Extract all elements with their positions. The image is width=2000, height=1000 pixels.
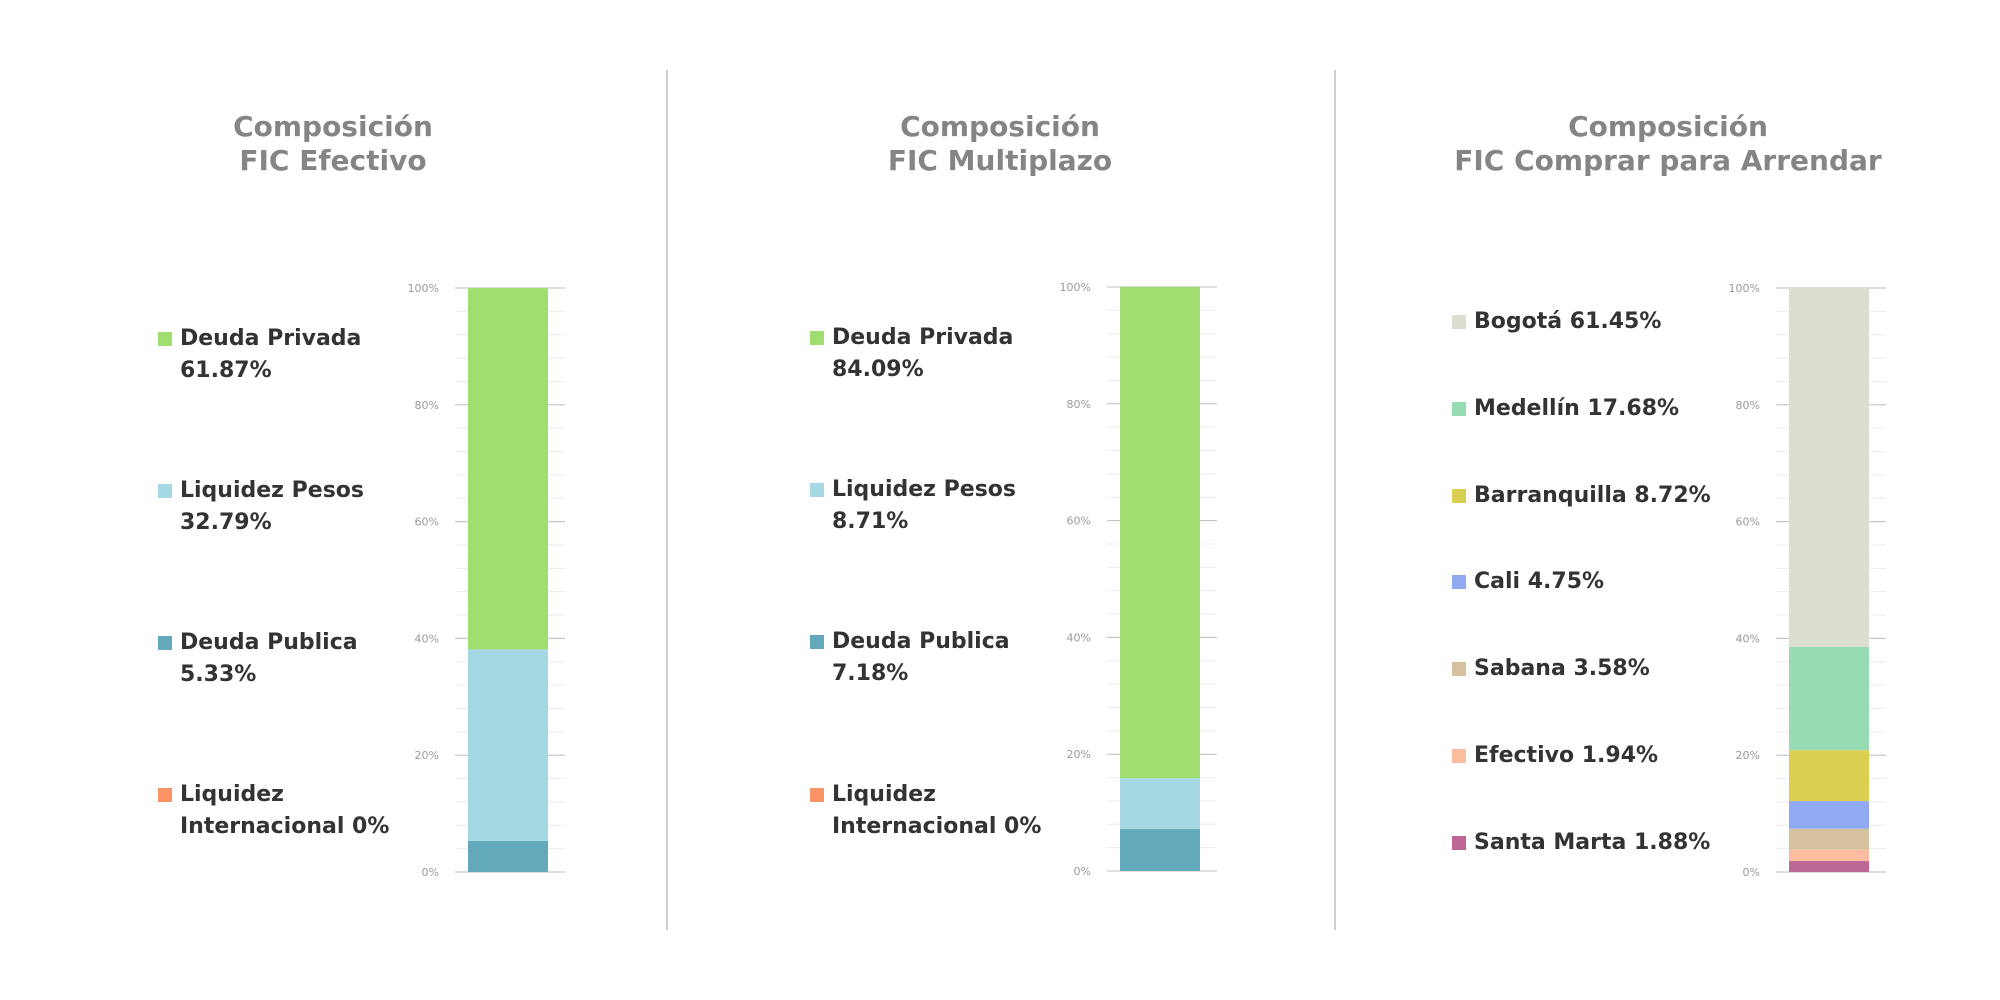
legend-label: Sabana 3.58%: [1474, 656, 1650, 681]
legend-label: Cali 4.75%: [1474, 569, 1605, 594]
legend-value: 7.18%: [832, 661, 909, 686]
panel-fic-efectivo: Composición FIC Efectivo Deuda Privada 6…: [0, 0, 666, 1000]
bar-segment: [468, 288, 548, 650]
legend-label: Deuda Publica: [832, 629, 1010, 654]
chart-title-line1: Composición: [1568, 110, 1768, 143]
legend-label: Deuda Privada: [832, 325, 1014, 350]
bar-segment: [1789, 646, 1869, 751]
legend-label: Barranquilla 8.72%: [1474, 483, 1711, 508]
y-tick-label: 40%: [1067, 631, 1091, 644]
legend-swatch: [158, 636, 172, 650]
chart-title-line2: FIC Efectivo: [239, 144, 427, 177]
y-tick-label: 40%: [1736, 632, 1760, 645]
y-tick-label: 100%: [1729, 282, 1760, 295]
y-tick-label: 40%: [415, 632, 439, 645]
legend-swatch: [810, 788, 824, 802]
legend-label: Liquidez Pesos: [832, 477, 1016, 502]
bar-segment: [1120, 829, 1200, 871]
chart-title-line2: FIC Multiplazo: [887, 144, 1113, 177]
y-tick-label: 60%: [1736, 516, 1760, 529]
bar-segment: [468, 649, 548, 841]
chart-title-line1: Composición: [233, 110, 433, 143]
legend-swatch: [1452, 575, 1466, 589]
legend-value: 84.09%: [832, 357, 924, 382]
bar-segment: [1789, 288, 1869, 647]
y-tick-label: 80%: [415, 399, 439, 412]
bar-segment: [1789, 849, 1869, 862]
legend-label: Bogotá 61.45%: [1474, 309, 1662, 334]
y-tick-label: 100%: [1060, 281, 1091, 294]
legend-label: Efectivo 1.94%: [1474, 743, 1659, 768]
panel-divider-1: [666, 70, 668, 930]
legend-value: 5.33%: [180, 662, 257, 687]
bar-segment: [468, 840, 548, 872]
bar-segment: [1789, 801, 1869, 829]
legend-value: Internacional 0%: [180, 814, 390, 839]
chart-title: Composición FIC Comprar para Arrendar: [1335, 110, 2000, 178]
legend-value: 32.79%: [180, 510, 272, 535]
panel-fic-comprar-para-arrendar: Composición FIC Comprar para Arrendar Bo…: [1335, 0, 2000, 1000]
bar-segment: [1120, 287, 1200, 779]
y-tick-label: 0%: [1743, 866, 1760, 879]
panel-fic-multiplazo: Composición FIC Multiplazo Deuda Privada…: [667, 0, 1333, 1000]
bar-segment: [1789, 750, 1869, 802]
legend-label: Medellín 17.68%: [1474, 396, 1680, 421]
legend-swatch: [810, 483, 824, 497]
legend-label: Liquidez Pesos: [180, 478, 364, 503]
legend-swatch: [1452, 315, 1466, 329]
bar-segment: [1789, 861, 1869, 872]
legend-swatch: [1452, 662, 1466, 676]
y-tick-label: 60%: [415, 516, 439, 529]
y-tick-label: 100%: [408, 282, 439, 295]
legend-label: Deuda Privada: [180, 326, 362, 351]
chart-title-line2: FIC Comprar para Arrendar: [1454, 144, 1882, 177]
legend-label: Santa Marta 1.88%: [1474, 830, 1711, 855]
bar-segment: [1120, 778, 1200, 830]
legend-swatch: [1452, 749, 1466, 763]
legend-swatch: [158, 484, 172, 498]
panel-divider-2: [1334, 70, 1336, 930]
y-tick-label: 20%: [1736, 749, 1760, 762]
y-tick-label: 80%: [1736, 399, 1760, 412]
legend-value: 61.87%: [180, 358, 272, 383]
chart-title: Composición FIC Efectivo: [0, 110, 666, 178]
legend-swatch: [1452, 836, 1466, 850]
legend-value: 8.71%: [832, 509, 909, 534]
stacked-bar-chart: 0% 20% 40% 60% 80% 100%: [1729, 282, 1886, 879]
legend-swatch: [810, 331, 824, 345]
y-tick-label: 20%: [415, 749, 439, 762]
legend-swatch: [1452, 489, 1466, 503]
y-tick-label: 60%: [1067, 515, 1091, 528]
y-tick-label: 20%: [1067, 748, 1091, 761]
legend-swatch: [810, 635, 824, 649]
legend-swatch: [1452, 402, 1466, 416]
legend-swatch: [158, 332, 172, 346]
legend-label: Liquidez: [832, 782, 936, 807]
legend-label: Liquidez: [180, 782, 284, 807]
bar-segment: [1789, 828, 1869, 850]
legend-swatch: [158, 788, 172, 802]
y-tick-label: 0%: [1074, 865, 1091, 878]
chart-title-line1: Composición: [900, 110, 1100, 143]
stacked-bar-chart: 0% 20% 40% 60% 80% 100%: [408, 282, 565, 879]
legend-label: Deuda Publica: [180, 630, 358, 655]
y-tick-label: 80%: [1067, 398, 1091, 411]
stacked-bar-chart: 0% 20% 40% 60% 80% 100%: [1060, 281, 1217, 878]
chart-title: Composición FIC Multiplazo: [667, 110, 1333, 178]
legend-value: Internacional 0%: [832, 814, 1042, 839]
y-tick-label: 0%: [422, 866, 439, 879]
